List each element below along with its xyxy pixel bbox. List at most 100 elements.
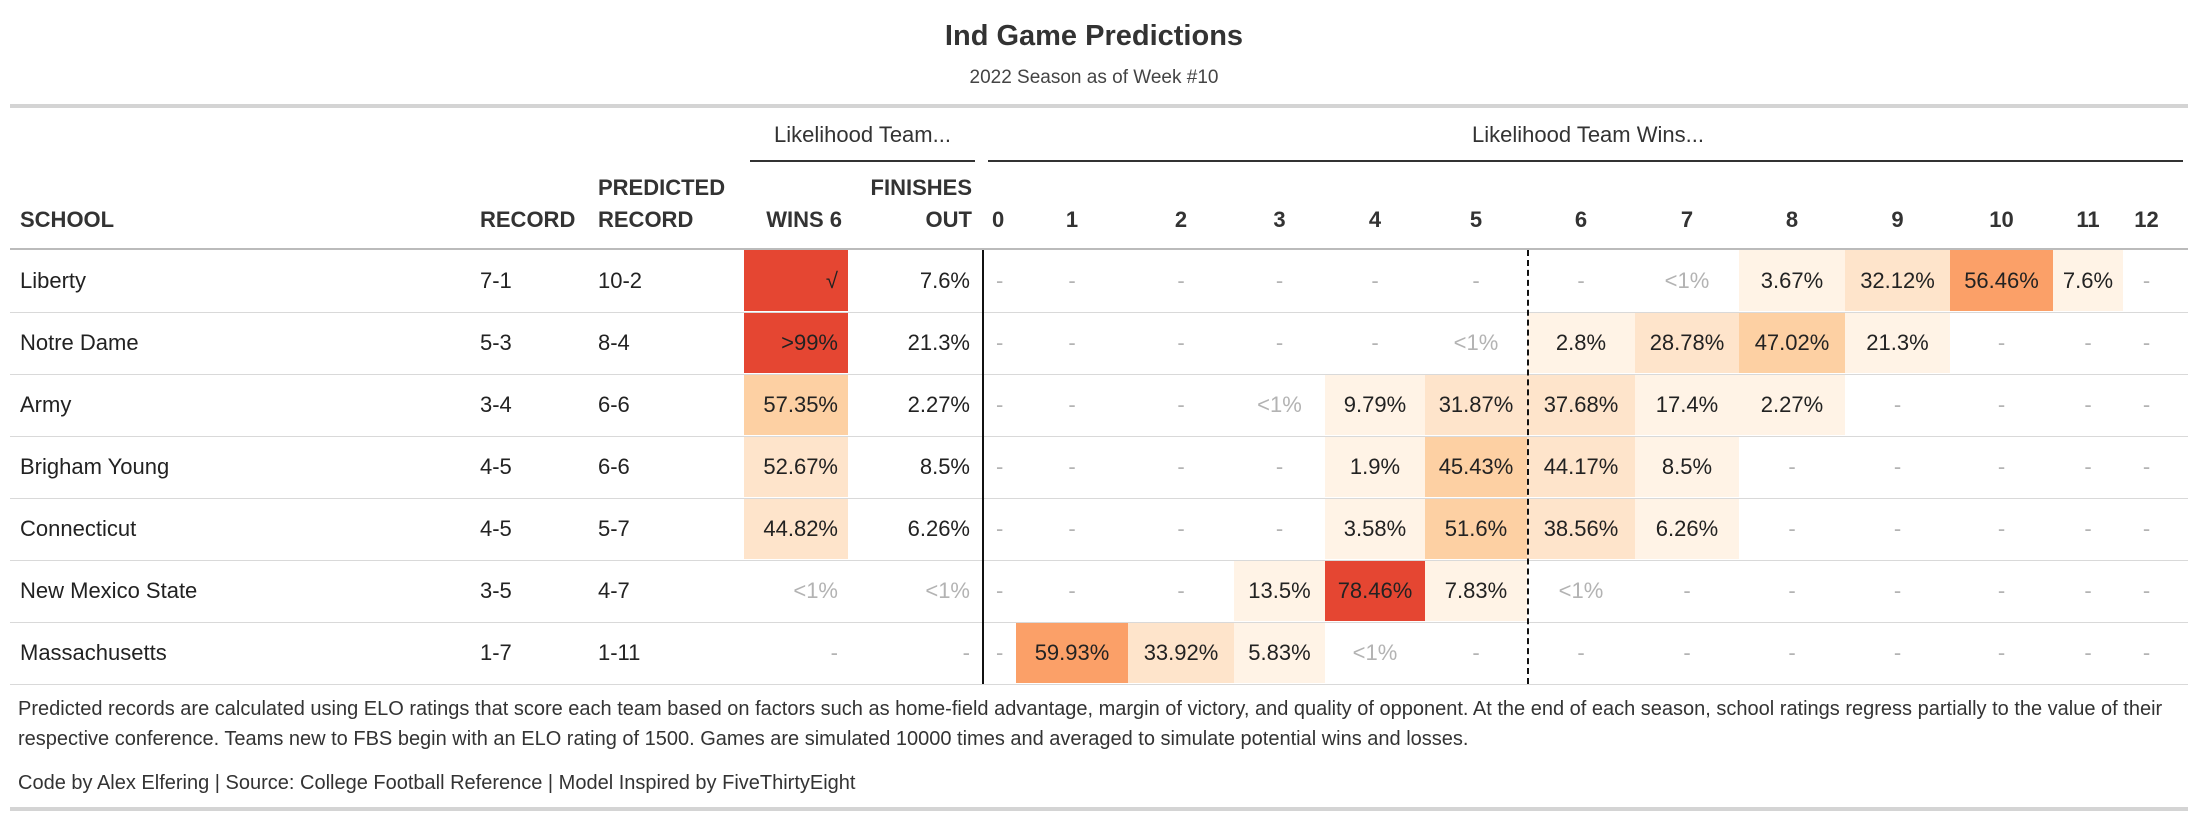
wins-11-value: - (2053, 436, 2123, 497)
record: 7-1 (480, 268, 512, 293)
wins-12-value: - (2123, 622, 2170, 683)
wins-3-value: - (1234, 436, 1325, 497)
wins-5-value: 31.87% (1425, 374, 1527, 435)
wins-4-value: 3.58% (1325, 498, 1425, 559)
spanner-likelihood-team: Likelihood Team... (774, 122, 951, 147)
wins-5-value: 51.6% (1425, 498, 1527, 559)
wins-10-value: - (1950, 436, 2053, 497)
col-header-wins-12: 12 (2134, 207, 2159, 232)
wins-11-value: - (2053, 312, 2123, 373)
wins-1-value: - (1016, 250, 1128, 311)
wins-9-value: 32.12% (1845, 250, 1950, 311)
wins-12-value: - (2123, 374, 2170, 435)
table-bottom-line (10, 684, 2188, 685)
col-header-wins-1: 1 (1065, 207, 1079, 232)
wins-8-value: 2.27% (1739, 374, 1845, 435)
wins-8-value: - (1739, 622, 1845, 683)
col-header-wins-11: 11 (2076, 207, 2100, 232)
wins6-value: <1% (744, 560, 848, 621)
col-header-wins-4: 4 (1368, 207, 1382, 232)
wins-1-value: - (1016, 312, 1128, 373)
wins-8-value: - (1739, 436, 1845, 497)
wins-10-value: - (1950, 498, 2053, 559)
wins-12-value: - (2123, 560, 2170, 621)
six-wins-threshold-line (1527, 250, 1529, 684)
wins-7-value: <1% (1635, 250, 1739, 311)
wins-1-value: - (1016, 374, 1128, 435)
wins-3-value: - (1234, 312, 1325, 373)
wins-10-value: - (1950, 312, 2053, 373)
col-header-wins6: WINS 6 (766, 207, 842, 232)
school-name: Notre Dame (20, 330, 139, 355)
wins-6-value: 44.17% (1527, 436, 1635, 497)
wins-7-value: - (1635, 560, 1739, 621)
wins-6-value: 37.68% (1527, 374, 1635, 435)
predicted-record: 4-7 (598, 578, 630, 603)
wins-8-value: 47.02% (1739, 312, 1845, 373)
col-header-wins-3: 3 (1273, 207, 1286, 232)
predicted-record: 6-6 (598, 392, 630, 417)
wins-6-value: - (1527, 250, 1635, 311)
school-name: Connecticut (20, 516, 137, 541)
col-header-predicted-line2: RECORD (598, 207, 694, 232)
wins-6-value: 38.56% (1527, 498, 1635, 559)
wins-7-value: - (1635, 622, 1739, 683)
wins-4-value: <1% (1325, 622, 1425, 683)
col-header-finishes-line2: OUT (925, 207, 972, 232)
row-divider (10, 374, 2188, 375)
wins-2-value: - (1128, 250, 1234, 311)
wins6-value: 44.82% (744, 498, 848, 559)
wins-9-value: - (1845, 374, 1950, 435)
spanner-likelihood-wins-line (988, 160, 2183, 162)
wins-0-value: - (984, 250, 1016, 311)
wins-2-value: - (1128, 498, 1234, 559)
wins-12-value: - (2123, 436, 2170, 497)
col-header-school: SCHOOL (20, 207, 115, 232)
row-divider (10, 436, 2188, 437)
wins-0-value: - (984, 436, 1016, 497)
wins-4-value: - (1325, 250, 1425, 311)
wins-11-value: 7.6% (2053, 250, 2123, 311)
wins-9-value: - (1845, 622, 1950, 683)
finishes-out-value: - (962, 640, 970, 665)
bottom-divider (10, 807, 2188, 811)
finishes-out-value: 21.3% (907, 330, 970, 355)
record: 3-5 (480, 578, 512, 603)
wins-3-value: 13.5% (1234, 560, 1325, 621)
spanner-likelihood-wins: Likelihood Team Wins... (1472, 122, 1704, 147)
wins-0-value: - (984, 374, 1016, 435)
wins-12-value: - (2123, 498, 2170, 559)
wins-4-value: 1.9% (1325, 436, 1425, 497)
wins-7-value: 6.26% (1635, 498, 1739, 559)
col-header-wins-2: 2 (1174, 207, 1188, 232)
predicted-record: 6-6 (598, 454, 630, 479)
wins-10-value: - (1950, 622, 2053, 683)
wins-2-value: - (1128, 312, 1234, 373)
wins-7-value: 8.5% (1635, 436, 1739, 497)
wins-4-value: 78.46% (1325, 560, 1425, 621)
wins-3-value: 5.83% (1234, 622, 1325, 683)
wins-3-value: - (1234, 250, 1325, 311)
col-header-wins-0: 0 (992, 207, 1005, 232)
wins-9-value: - (1845, 498, 1950, 559)
col-header-wins-9: 9 (1891, 207, 1904, 232)
wins-10-value: - (1950, 560, 2053, 621)
wins-0-value: - (984, 498, 1016, 559)
record: 3-4 (480, 392, 512, 417)
wins-8-value: - (1739, 498, 1845, 559)
wins-2-value: - (1128, 436, 1234, 497)
finishes-out-value: 8.5% (919, 454, 970, 479)
wins-11-value: - (2053, 498, 2123, 559)
wins-11-value: - (2053, 374, 2123, 435)
top-divider (10, 104, 2188, 108)
wins-4-value: - (1325, 312, 1425, 373)
record: 5-3 (480, 330, 512, 355)
header-divider (10, 248, 2188, 250)
wins-5-value: 45.43% (1425, 436, 1527, 497)
methodology-note: Predicted records are calculated using E… (18, 698, 2163, 750)
finishes-out-value: 6.26% (907, 516, 970, 541)
wins-12-value: - (2123, 250, 2170, 311)
wins6-value: √ (744, 250, 848, 311)
finishes-out-value: <1% (925, 578, 970, 603)
wins-10-value: 56.46% (1950, 250, 2053, 311)
